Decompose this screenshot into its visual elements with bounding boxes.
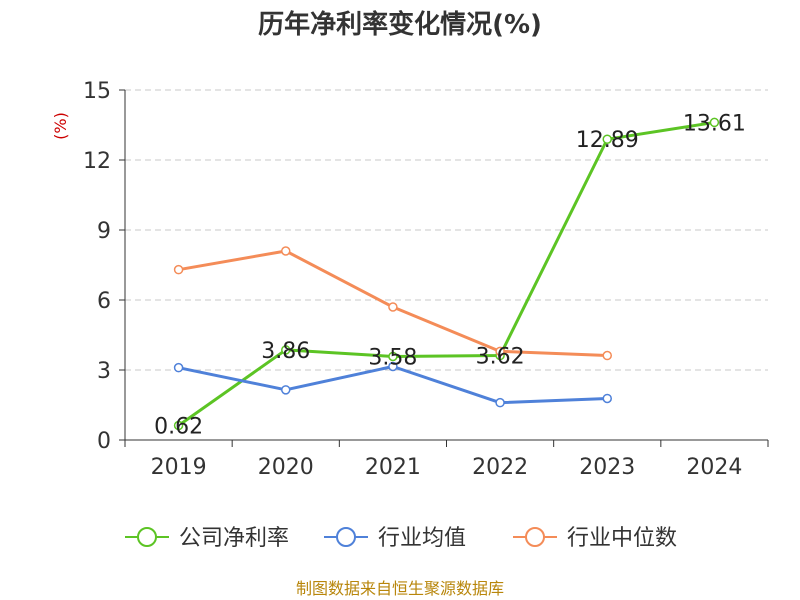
y-axis-unit: (%) [51, 112, 70, 140]
data-label: 13.61 [683, 111, 746, 136]
data-point [281, 246, 291, 256]
legend-marker-icon [336, 527, 356, 547]
chart-title: 历年净利率变化情况(%) [258, 9, 542, 40]
legend-marker-icon [137, 527, 157, 547]
x-tick-label: 2019 [151, 455, 207, 480]
x-tick-label: 2024 [686, 455, 742, 480]
data-point [709, 117, 720, 128]
data-source-note: 制图数据来自恒生聚源数据库 [296, 579, 504, 598]
data-point [388, 351, 398, 362]
legend-entry[interactable]: 行业均值 [378, 526, 466, 551]
data-label: 0.62 [154, 415, 203, 440]
data-point [495, 346, 505, 357]
data-point [602, 134, 612, 144]
y-tick-label: 0 [97, 429, 111, 454]
data-point [281, 345, 291, 355]
x-tick-label: 2020 [258, 455, 314, 480]
legend-entry[interactable]: 公司净利率 [179, 526, 289, 551]
data-point [173, 420, 184, 431]
series-line [178, 365, 608, 405]
y-tick-label: 12 [83, 149, 111, 174]
y-tick-label: 9 [97, 219, 111, 244]
data-label: 12.89 [576, 128, 639, 153]
data-label: 3.58 [368, 345, 417, 370]
data-point [173, 264, 184, 275]
y-tick-label: 3 [97, 359, 111, 384]
y-tick-label: 15 [83, 79, 111, 104]
x-tick-label: 2021 [365, 455, 421, 480]
x-tick-label: 2022 [472, 455, 528, 480]
series-line [177, 120, 715, 427]
legend-entry[interactable]: 行业中位数 [567, 526, 677, 551]
data-point [173, 362, 184, 373]
legend-marker-icon [525, 527, 545, 547]
x-tick-label: 2023 [579, 455, 635, 480]
y-tick-label: 6 [97, 289, 111, 314]
data-point [388, 302, 398, 312]
data-point [602, 350, 612, 361]
data-point [281, 385, 291, 395]
data-label: 3.86 [261, 339, 310, 364]
data-point [602, 393, 612, 404]
data-label: 3.62 [476, 345, 525, 370]
data-point [495, 397, 505, 408]
data-point [388, 361, 398, 372]
